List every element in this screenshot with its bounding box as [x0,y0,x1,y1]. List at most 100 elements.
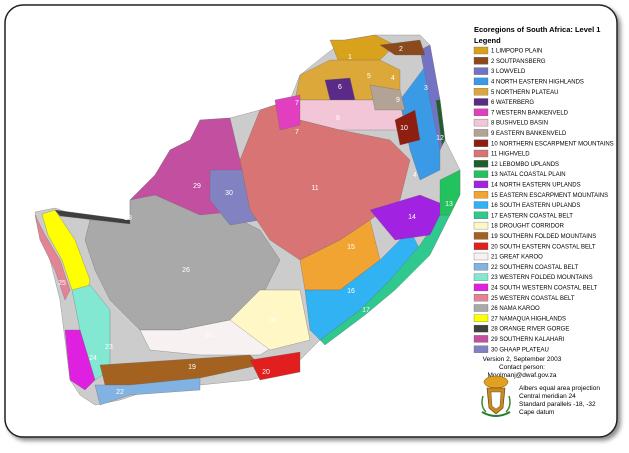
legend-swatch [473,57,489,65]
map-label: 5 [367,73,371,80]
legend-swatch [473,324,489,333]
legend-label: 25 WESTERN COASTAL BELT [491,296,575,302]
contact-label: Contact person: [499,364,545,371]
legend-label: 27 NAMAQUA HIGHLANDS [491,316,566,322]
datum: Cape datum [519,409,554,416]
region [369,84,406,111]
map-label: 14 [408,214,416,221]
legend-label: 6 WATERBERG [491,100,534,106]
region [249,351,301,381]
map-label: 2 [399,46,403,53]
legend-label: 13 NATAL COASTAL PLAIN [491,172,566,178]
map-label: 24 [89,355,97,362]
coat-of-arms [481,375,511,417]
map-label: 6 [338,84,342,91]
legend-label: 8 BUSHVELD BASIN [491,121,548,127]
map-label: 15 [347,244,355,251]
legend-label: 4 NORTH EASTERN HIGHLANDS [491,79,584,85]
region [94,377,201,406]
legend-swatch [473,191,489,199]
region [274,94,301,131]
legend-swatch [473,160,489,168]
legend-label: 23 WESTERN FOLDED MOUNTAINS [491,275,593,281]
legend-title: Legend [474,36,501,45]
legend-label: 15 EASTERN ESCARPMENT MOUNTAINS [491,193,608,199]
legend-swatch [473,304,489,312]
map-label: 16 [347,288,355,295]
map-label: 18 [268,317,276,324]
region [229,289,311,351]
legend-swatch [473,221,489,230]
legend-swatch [473,232,489,240]
legend-label: 19 SOUTHERN FOLDED MOUNTAINS [491,234,596,240]
region [64,329,96,391]
map-label: 22 [116,389,124,396]
legend-swatch [473,88,489,96]
legend-swatch [473,98,489,106]
legend-swatch [473,242,489,250]
map-label: 3 [424,85,428,92]
legend-swatch [473,129,489,137]
legend-swatch [473,108,489,116]
legend-swatch [473,252,489,261]
legend-label: 24 SOUTH WESTERN COASTAL BELT [491,285,598,291]
legend-label: 18 DROUGHT CORRIDOR [491,224,565,230]
legend-swatch [473,139,489,147]
region [439,169,461,216]
legend-label: 14 NORTH EASTERN UPLANDS [491,182,581,188]
map-label: 12 [436,135,444,142]
map-label: 4 [413,172,417,179]
legend-label: 5 NORTHERN PLATEAU [491,90,558,96]
legend-swatch [473,314,489,322]
map-label: 7 [295,100,299,107]
region [394,109,421,146]
legend-label: 9 EASTERN BANKENVELD [491,131,567,137]
map-label: 9 [396,97,400,104]
map-label: 23 [105,344,113,351]
legend-swatch [473,118,489,127]
map-label: 13 [445,201,453,208]
region [34,214,71,301]
version: Version 2, September 2003 [483,356,562,363]
map-label: 28 [124,215,132,222]
region [379,39,426,56]
legend-swatch [473,180,489,189]
map-label: 4 [391,75,395,82]
legend-label: 26 NAMA KAROO [491,306,540,312]
contact-email: Moolmanj@dwaf.gov.za [488,372,557,379]
legend-swatch [473,46,489,55]
map-label: 25 [58,280,66,287]
legend-swatch [473,263,489,271]
legend-label: 7 WESTERN BANKENVELD [491,110,569,116]
parallels: Standard parallels -18, -32 [519,401,596,408]
region [369,194,446,241]
map-label: 8 [336,115,340,122]
map-label: 27 [41,262,49,269]
legend-label: 2 SOUTPANSBERG [491,59,546,65]
map-label: 17 [362,307,370,314]
title: Ecoregions of South Africa: Level 1 [474,25,600,34]
map-label: 10 [400,125,408,132]
region [435,99,446,146]
legend-label: 21 GREAT KAROO [491,255,543,261]
legend-swatch [473,283,489,292]
map-label: 11 [311,185,318,192]
legend-swatch [473,335,489,343]
legend-swatch [473,201,489,209]
legend-swatch [473,211,489,219]
map-label: 1 [348,54,352,61]
map-label: 30 [225,190,233,197]
legend-label: 22 SOUTHERN COASTAL BELT [491,265,579,271]
map-label: 20 [262,369,270,376]
legend-label: 30 GHAAP PLATEAU [491,347,549,353]
legend-label: 29 SOUTHERN KALAHARI [491,337,565,343]
legend-label: 11 HIGHVELD [491,152,530,158]
legend-swatch [473,77,489,86]
legend-label: 16 SOUTH EASTERN UPLANDS [491,203,580,209]
projection: Albers equal area projection [519,385,600,392]
legend-swatch [473,149,489,158]
map-label: 19 [188,364,196,371]
map-label: 29 [193,183,201,190]
map [34,34,461,406]
